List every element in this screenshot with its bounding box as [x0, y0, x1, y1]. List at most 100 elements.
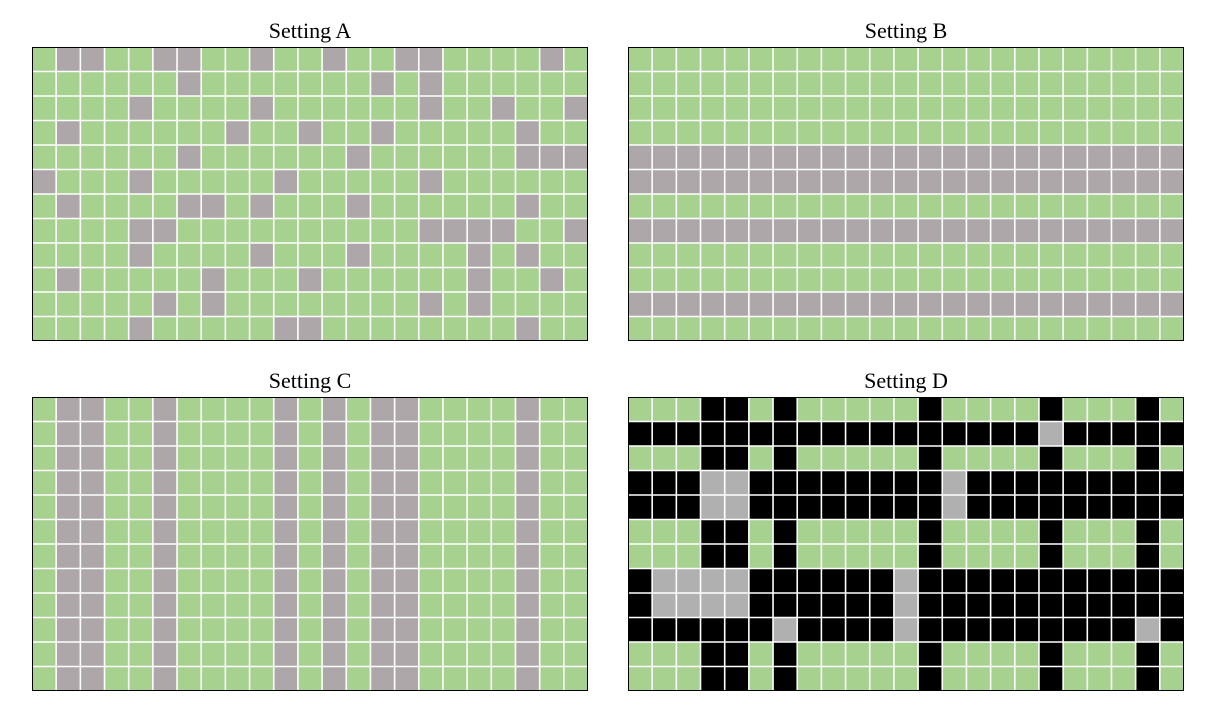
gray-cell [1087, 145, 1112, 170]
green-cell [128, 617, 154, 643]
green-cell [652, 316, 677, 341]
green-cell [821, 316, 846, 341]
green-cell [80, 218, 105, 244]
green-cell [990, 397, 1016, 422]
green-cell [563, 666, 588, 691]
green-cell [1063, 243, 1088, 268]
black-cell [724, 642, 750, 667]
green-cell [990, 666, 1016, 691]
black-cell [966, 470, 991, 496]
green-cell [418, 666, 444, 691]
light-gray-cell [893, 568, 919, 594]
black-cell [628, 568, 653, 594]
green-cell [563, 421, 588, 447]
green-cell [297, 292, 323, 317]
gray-cell [152, 47, 178, 72]
gray-cell [322, 617, 347, 643]
green-cell [797, 120, 822, 146]
green-cell [563, 470, 588, 496]
black-cell [821, 593, 846, 618]
green-cell [563, 544, 588, 569]
green-cell [491, 617, 516, 643]
green-cell [893, 71, 919, 97]
green-cell [491, 593, 516, 618]
green-cell [249, 71, 275, 97]
gray-cell [56, 568, 81, 594]
green-cell [104, 421, 129, 447]
green-cell [442, 397, 468, 422]
green-cell [467, 47, 492, 72]
green-cell [628, 519, 653, 545]
black-cell [1135, 544, 1161, 569]
green-cell [491, 568, 516, 594]
green-cell [628, 120, 653, 146]
green-cell [869, 194, 895, 219]
green-cell [297, 96, 323, 121]
green-cell [467, 642, 492, 667]
green-cell [297, 145, 323, 170]
green-cell [467, 593, 492, 618]
green-cell [491, 470, 516, 496]
gray-cell [56, 666, 81, 691]
light-gray-cell [724, 470, 750, 496]
green-cell [177, 666, 202, 691]
green-cell [990, 120, 1016, 146]
black-cell [724, 421, 750, 447]
green-cell [491, 666, 516, 691]
gray-cell [370, 666, 395, 691]
green-cell [869, 47, 895, 72]
gray-cell [273, 544, 299, 569]
gray-cell [273, 519, 299, 545]
gray-cell [515, 617, 540, 643]
green-cell [869, 446, 895, 471]
green-cell [918, 316, 943, 341]
gray-cell [370, 519, 395, 545]
green-cell [845, 397, 871, 422]
green-cell [201, 666, 226, 691]
black-cell [1038, 397, 1064, 422]
green-cell [225, 145, 250, 170]
black-cell [797, 470, 822, 496]
green-cell [773, 316, 798, 341]
black-cell [1135, 593, 1161, 618]
green-cell [491, 495, 516, 520]
green-cell [1135, 316, 1161, 341]
black-cell [918, 593, 943, 618]
green-cell [676, 47, 701, 72]
green-cell [628, 71, 653, 97]
green-cell [1111, 397, 1136, 422]
gray-cell [394, 446, 420, 471]
black-cell [942, 617, 967, 643]
green-cell [32, 617, 57, 643]
gray-cell [748, 145, 774, 170]
green-cell [491, 316, 516, 341]
green-cell [467, 316, 492, 341]
green-cell [539, 642, 565, 667]
black-cell [1038, 593, 1064, 618]
green-cell [845, 194, 871, 219]
green-cell [273, 267, 299, 293]
green-cell [467, 470, 492, 496]
green-cell [748, 642, 774, 667]
gray-cell [1135, 218, 1161, 244]
green-cell [32, 194, 57, 219]
green-cell [676, 666, 701, 691]
green-cell [152, 71, 178, 97]
light-gray-cell [773, 617, 798, 643]
green-cell [942, 397, 967, 422]
green-cell [418, 470, 444, 496]
gray-cell [80, 495, 105, 520]
green-cell [249, 267, 275, 293]
gray-cell [273, 397, 299, 422]
green-cell [1111, 96, 1136, 121]
gray-cell [966, 169, 991, 195]
green-cell [249, 617, 275, 643]
green-cell [966, 194, 991, 219]
green-cell [539, 292, 565, 317]
green-cell [990, 544, 1016, 569]
green-cell [893, 47, 919, 72]
green-cell [370, 243, 395, 268]
gray-cell [990, 169, 1016, 195]
green-cell [152, 316, 178, 341]
green-cell [201, 243, 226, 268]
